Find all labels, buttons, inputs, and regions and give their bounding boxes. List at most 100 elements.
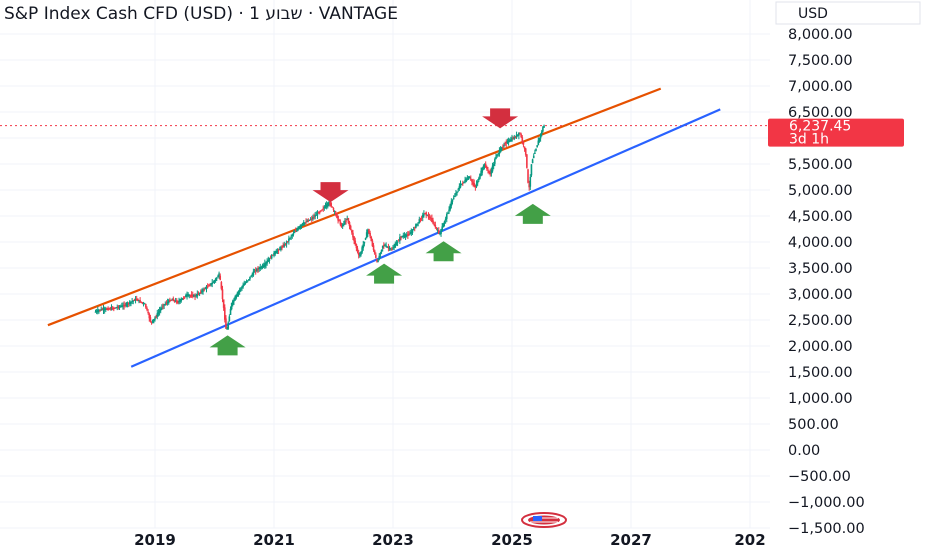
y-tick-label: −1,000.00 — [788, 495, 865, 511]
candle-body — [455, 192, 457, 196]
candle-body — [353, 236, 355, 242]
candle-body — [448, 209, 450, 212]
candle-body — [205, 286, 208, 289]
candle-body — [289, 238, 291, 240]
y-tick-label: 5,500.00 — [788, 157, 853, 173]
candle-body — [318, 211, 321, 213]
candle-body — [324, 205, 327, 209]
candle-body — [328, 202, 330, 205]
lower-trendline[interactable] — [130, 108, 721, 368]
candle-body — [336, 213, 338, 218]
candle-body — [325, 204, 328, 207]
candle-body — [321, 209, 323, 211]
candle-body — [539, 133, 542, 139]
candle-body — [494, 159, 496, 164]
candle-body — [360, 252, 362, 256]
candle-body — [171, 299, 173, 301]
price-axis[interactable]: 8,000.007,500.007,000.006,500.006,000.00… — [788, 27, 865, 537]
y-tick-label: 8,000.00 — [788, 27, 853, 43]
upper-trendline[interactable] — [47, 87, 662, 327]
candle-body — [504, 143, 506, 145]
candle-body — [354, 240, 357, 245]
candle-body — [272, 254, 274, 256]
candle-body — [185, 294, 187, 298]
candle-body — [523, 146, 526, 149]
candle-body — [125, 303, 128, 306]
candle-body — [534, 152, 536, 155]
candle-body — [229, 308, 232, 315]
candle-body — [284, 244, 287, 246]
candle-body — [137, 298, 139, 302]
candle-body — [449, 204, 452, 210]
candle-body — [143, 303, 146, 305]
candle-body — [123, 304, 125, 307]
candle-body — [475, 183, 478, 187]
candle-body — [538, 137, 541, 141]
candle-body — [157, 312, 160, 315]
candle-body — [228, 316, 231, 322]
candle-body — [499, 148, 502, 153]
candle-body — [490, 170, 493, 174]
candle-body — [512, 138, 514, 140]
candle-body — [121, 305, 123, 307]
candle-body — [251, 274, 254, 276]
up-arrow-marker — [425, 241, 462, 262]
candle-body — [211, 282, 214, 285]
candle-body — [315, 214, 318, 216]
candle-body — [457, 189, 460, 191]
candle-body — [281, 247, 283, 249]
candle-body — [495, 156, 497, 160]
time-axis[interactable]: 2019 2021 2023 2025 2027 202 — [134, 531, 766, 549]
candle-body — [256, 268, 258, 271]
candle-body — [135, 299, 138, 301]
candle-body — [444, 218, 447, 221]
candle-body — [492, 163, 495, 166]
grid-lines — [0, 0, 770, 529]
candle-body — [440, 229, 442, 234]
candle-body — [400, 237, 402, 239]
candle-body — [416, 223, 418, 226]
candle-body — [431, 218, 433, 222]
candle-body — [461, 182, 464, 184]
y-tick-label: 0.00 — [788, 443, 820, 459]
candle-body — [389, 248, 392, 250]
candle-body — [334, 212, 337, 215]
candle-body — [452, 197, 455, 200]
candle-body — [124, 304, 127, 306]
candle-body — [220, 282, 223, 289]
candle-body — [542, 127, 544, 132]
candle-body — [134, 298, 137, 301]
candle-body — [259, 266, 262, 269]
candle-body — [155, 316, 157, 318]
candle-body — [411, 229, 414, 233]
candle-body — [249, 276, 251, 280]
candle-body — [424, 213, 426, 215]
candle-body — [175, 300, 178, 303]
candle-body — [513, 137, 516, 139]
candle-body — [391, 248, 393, 251]
candle-body — [314, 215, 316, 217]
candle-body — [316, 212, 319, 216]
y-tick-label: 2,000.00 — [788, 339, 853, 355]
candle-body — [234, 296, 236, 301]
candle-body — [367, 229, 369, 234]
candle-body — [441, 226, 444, 231]
candle-body — [250, 276, 252, 278]
candle-body — [119, 306, 122, 308]
candle-body — [450, 201, 453, 206]
candle-body — [535, 148, 537, 151]
candle-body — [322, 208, 325, 210]
candle-body — [392, 248, 394, 250]
candle-body — [379, 253, 382, 255]
candle-body — [364, 238, 367, 240]
candle-body — [275, 250, 278, 254]
candle-body — [524, 148, 527, 155]
candle-body — [126, 302, 129, 305]
currency-box[interactable] — [775, 1, 921, 25]
candle-body — [368, 229, 370, 234]
candle-body — [333, 210, 336, 212]
candle-body — [222, 299, 225, 308]
candle-body — [240, 288, 242, 290]
candle-body — [130, 301, 132, 303]
